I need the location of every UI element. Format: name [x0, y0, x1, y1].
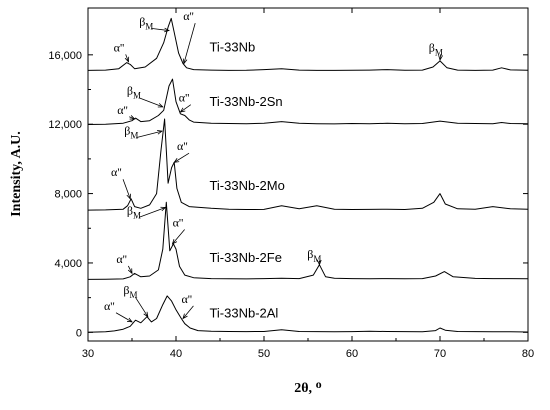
- annotation-arrow: [174, 152, 190, 163]
- annotation-arrow: [138, 207, 166, 218]
- annotation-arrow: [122, 179, 131, 199]
- y-tick-label: 8,000: [54, 189, 82, 201]
- series-label: Ti-33Nb-2Fe: [209, 250, 281, 265]
- annotation-label: α'': [104, 299, 115, 313]
- x-tick-label: 40: [170, 348, 182, 360]
- annotation-label: βM: [307, 247, 321, 264]
- series-line-0: [87, 17, 529, 71]
- annotation-label: α'': [181, 292, 192, 306]
- annotation-arrowhead: [179, 107, 186, 113]
- annotation-arrow: [182, 305, 194, 319]
- annotation-label: α'': [111, 165, 122, 179]
- y-tick-label: 16,000: [48, 50, 82, 62]
- annotation-label: α'': [117, 103, 128, 117]
- annotation-arrowhead: [173, 158, 180, 163]
- annotation-label: βM: [124, 124, 138, 141]
- annotation-arrowhead: [160, 206, 167, 212]
- annotation-arrow: [135, 296, 149, 317]
- series-label: Ti-33Nb-2Mo: [209, 178, 284, 193]
- series-line-3: [87, 201, 529, 280]
- x-axis-title: 2θ, ᴼ: [294, 381, 322, 396]
- annotation-label: βM: [127, 203, 141, 220]
- annotation-label: βM: [123, 283, 137, 300]
- annotation-arrowhead: [127, 268, 133, 275]
- annotation-arrow: [127, 265, 133, 274]
- series-line-4: [87, 295, 529, 333]
- annotation-arrowhead: [316, 259, 322, 266]
- annotation-arrowhead: [164, 27, 170, 33]
- annotation-arrowhead: [182, 313, 188, 320]
- annotation-arrowhead: [126, 193, 131, 200]
- annotation-arrowhead: [182, 58, 188, 65]
- x-tick-label: 30: [82, 348, 94, 360]
- annotation-label: βM: [127, 84, 141, 101]
- annotation-arrowhead: [143, 311, 149, 318]
- series-line-2: [87, 118, 529, 211]
- annotation-arrow: [115, 312, 133, 323]
- annotation-arrow: [136, 130, 163, 138]
- annotation-label: α'': [183, 9, 194, 23]
- annotation-arrow: [151, 27, 170, 31]
- annotation-label: βM: [429, 40, 443, 57]
- annotation-arrowhead: [157, 103, 164, 108]
- series-label: Ti-33Nb-2Al: [209, 306, 278, 321]
- x-tick-label: 60: [346, 348, 358, 360]
- y-tick-label: 12,000: [48, 119, 82, 131]
- annotation-label: α'': [173, 216, 184, 230]
- plot-area: [87, 7, 529, 342]
- y-tick-label: 0: [76, 327, 82, 339]
- x-tick-label: 80: [522, 348, 534, 360]
- annotation-arrow: [138, 97, 163, 108]
- x-tick-label: 50: [258, 348, 270, 360]
- annotation-label: α'': [116, 252, 127, 266]
- annotation-label: α'': [177, 139, 188, 153]
- series-label: Ti-33Nb: [209, 39, 255, 54]
- annotation-arrow: [172, 229, 185, 245]
- annotation-arrowhead: [129, 115, 136, 120]
- annotation-label: α'': [179, 91, 190, 105]
- series-label: Ti-33Nb-2Sn: [209, 94, 282, 109]
- annotation-arrow: [183, 23, 196, 64]
- annotation-label: βM: [139, 14, 153, 31]
- annotation-arrow: [180, 104, 192, 113]
- y-tick-label: 4,000: [54, 258, 82, 270]
- annotation-group: βM α'' α'' βM βM α'' α'' βM α'' α'' βM α'' α'' βM α'' β…: [104, 9, 443, 323]
- annotation-arrowhead: [171, 238, 178, 245]
- annotation-arrowhead: [124, 56, 130, 63]
- series-group: [87, 17, 529, 333]
- series-label-group: Ti-33Nb Ti-33Nb-2Sn Ti-33Nb-2Mo Ti-33Nb-2Fe…: [209, 39, 284, 320]
- annotation-arrowhead: [438, 55, 443, 62]
- y-axis-title: Intensity, A.U.: [9, 131, 24, 217]
- annotation-arrowhead: [156, 129, 163, 135]
- series-line-1: [87, 78, 529, 125]
- x-tick-label: 70: [434, 348, 446, 360]
- annotation-arrowhead: [126, 317, 133, 323]
- annotation-arrow: [125, 54, 129, 62]
- annotation-label: α'': [114, 40, 125, 54]
